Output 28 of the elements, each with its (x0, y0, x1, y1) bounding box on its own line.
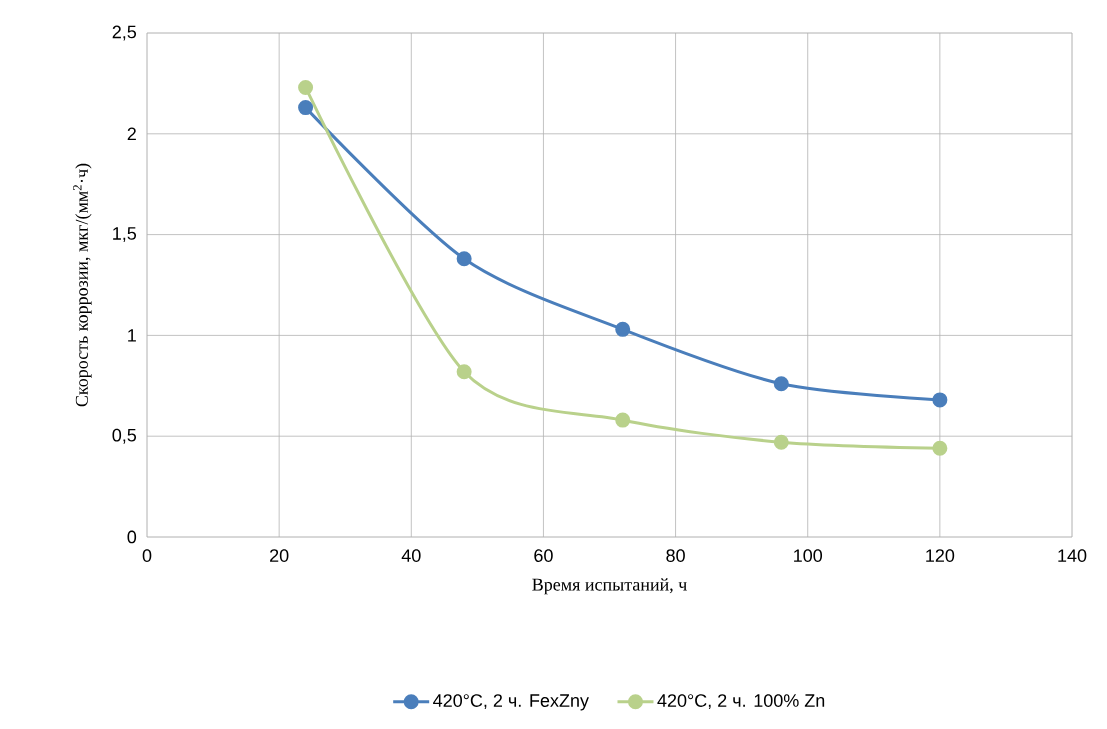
y-tick-label: 0 (127, 530, 137, 544)
point (773, 434, 789, 450)
point (298, 79, 314, 95)
point (456, 364, 472, 380)
point (298, 100, 314, 116)
y-tick-label: 2,5 (112, 25, 137, 41)
y-tick-label: 1,5 (113, 227, 137, 242)
x-tick-label: 40 (401, 549, 421, 562)
y-tick-label: 0,5 (112, 428, 137, 444)
x-tick-label: 60 (534, 549, 553, 562)
x-tick-label: 0 (142, 549, 152, 562)
y-tick-label: 2 (127, 127, 136, 141)
x-tick-label: 100 (794, 549, 823, 562)
point (932, 440, 948, 456)
point (615, 412, 631, 428)
x-tick-label: 20 (270, 549, 289, 562)
x-tick-label: 140 (1058, 549, 1087, 562)
legend-label: 420°C, 2 ч. FexZny (433, 694, 589, 711)
point (932, 392, 948, 408)
x-tick-label: 120 (926, 549, 955, 562)
point (456, 251, 472, 267)
y-axis-title: Скорость коррозии, мкг/(мм$^{2}$·ч) (73, 163, 92, 407)
legend-label: 420°C, 2 ч. 100% Zn (657, 694, 825, 710)
point (615, 321, 631, 337)
x-tick-label: 80 (666, 549, 685, 562)
y-tick-label: 1 (128, 329, 136, 342)
point (773, 376, 789, 392)
x-axis-title: Время испытаний, ч (532, 578, 687, 595)
